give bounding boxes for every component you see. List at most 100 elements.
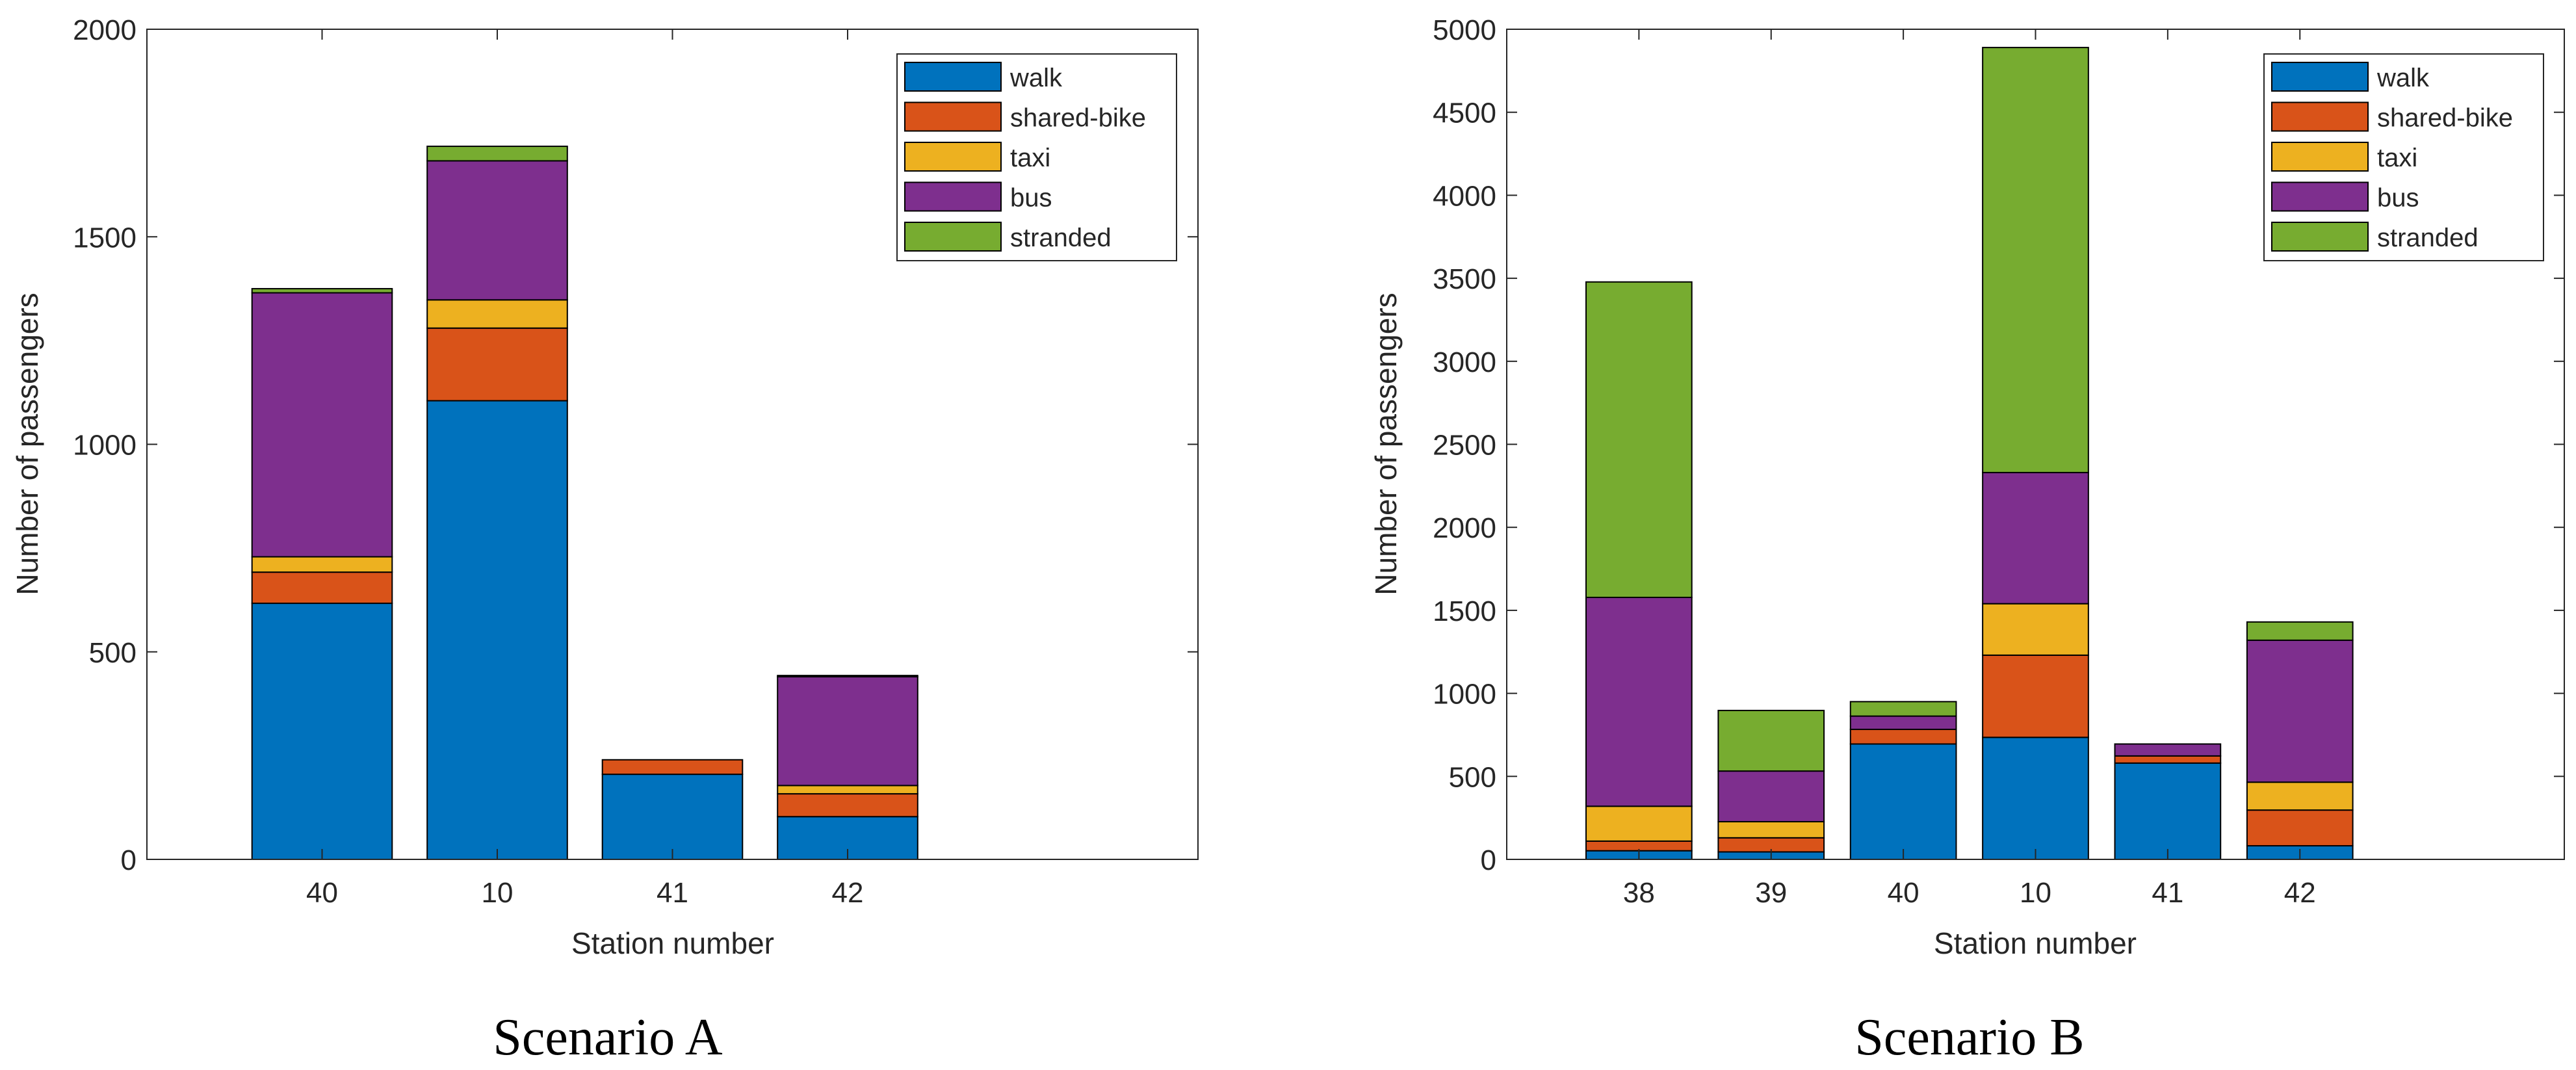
chart-scenario-a: 0 500 1000 1500 2000 40 10 41 42 Station number… xyxy=(10,14,1199,1066)
legend-label-shared-bike: shared-bike xyxy=(2377,104,2513,133)
bar-segments xyxy=(1585,47,2354,861)
y-axis-label: Number of passengers xyxy=(10,293,44,595)
y-axis-label: Number of passengers xyxy=(1369,293,1403,595)
bar-stranded-station-40 xyxy=(251,288,393,294)
y-tick-label: 2500 xyxy=(1433,430,1496,462)
legend-swatch-stranded xyxy=(2271,222,2369,252)
x-tick-label: 41 xyxy=(2152,877,2183,909)
bar-shared-bike-station-42 xyxy=(2246,809,2354,847)
x-axis-label: Station number xyxy=(1934,926,2137,960)
bar-shared-bike-station-10 xyxy=(426,327,568,402)
legend-swatch-shared-bike xyxy=(2271,101,2369,132)
bar-bus-station-40 xyxy=(251,292,393,558)
y-tick-label: 1500 xyxy=(73,222,137,254)
legend-label-taxi: taxi xyxy=(2377,144,2417,172)
x-tick-labels: 38 39 40 10 41 42 xyxy=(1623,877,2316,909)
legend-label-walk: walk xyxy=(1009,64,1063,92)
bar-bus-station-38 xyxy=(1585,596,1693,807)
bar-taxi-station-42 xyxy=(777,785,918,795)
x-tick-label: 40 xyxy=(306,877,338,909)
x-tick-labels: 40 10 41 42 xyxy=(306,877,863,909)
bar-segments xyxy=(251,146,918,861)
bar-bus-station-10 xyxy=(426,160,568,301)
y-tick-labels: 0 500 1000 1500 2000 2500 3000 3500 4000 4500 5000 xyxy=(1433,14,1496,876)
x-tick-label: 10 xyxy=(482,877,514,909)
bar-stranded-station-10 xyxy=(426,146,568,162)
bar-shared-bike-station-42 xyxy=(777,793,918,818)
x-axis-label: Station number xyxy=(571,926,774,960)
y-tick-label: 5000 xyxy=(1433,14,1496,46)
bar-walk-station-10 xyxy=(426,400,568,860)
legend-label-stranded: stranded xyxy=(2377,224,2478,252)
y-tick-label: 4500 xyxy=(1433,98,1496,129)
bar-stranded-station-42 xyxy=(777,675,918,678)
chart-scenario-b: 0 500 1000 1500 2000 2500 3000 3500 4000 4500 5000… xyxy=(1369,14,2565,1066)
legend-swatch-bus xyxy=(2271,181,2369,212)
x-tick-label: 10 xyxy=(2020,877,2051,909)
x-tick-label: 39 xyxy=(1755,877,1787,909)
bar-bus-station-42 xyxy=(777,676,918,787)
bar-shared-bike-station-41 xyxy=(601,759,744,776)
y-tick-label: 1000 xyxy=(73,430,137,462)
legend-label-stranded: stranded xyxy=(1010,224,1112,252)
bar-walk-station-40 xyxy=(251,603,393,860)
y-tick-label: 1500 xyxy=(1433,595,1496,627)
x-tick-label: 42 xyxy=(832,877,864,909)
bar-shared-bike-station-40 xyxy=(251,571,393,605)
legend-swatch-taxi xyxy=(904,142,1002,172)
bar-shared-bike-station-41 xyxy=(2114,755,2222,764)
bar-stranded-station-38 xyxy=(1585,281,1693,598)
x-tick-label: 38 xyxy=(1623,877,1655,909)
x-tick-label: 40 xyxy=(1888,877,1919,909)
legend-label-walk: walk xyxy=(2376,64,2430,92)
legend-swatch-stranded xyxy=(904,222,1002,252)
bar-walk-station-40 xyxy=(1849,743,1957,860)
y-tick-label: 0 xyxy=(1481,844,1496,876)
legend-label-bus: bus xyxy=(2377,184,2419,213)
x-tick-label: 41 xyxy=(657,877,688,909)
bar-taxi-station-39 xyxy=(1717,821,1825,839)
y-tick-label: 0 xyxy=(121,844,137,876)
caption-scenario-a: Scenario A xyxy=(493,1009,722,1066)
y-tick-label: 2000 xyxy=(1433,512,1496,544)
bar-shared-bike-station-40 xyxy=(1849,729,1957,745)
y-tick-label: 2000 xyxy=(73,14,137,46)
bar-stranded-station-10 xyxy=(1982,47,2089,473)
y-tick-label: 1000 xyxy=(1433,679,1496,711)
plot-frame xyxy=(1506,29,2565,860)
bar-walk-station-10 xyxy=(1982,737,2089,860)
legend-label-shared-bike: shared-bike xyxy=(1010,104,1146,133)
legend: walk shared-bike taxi bus stranded xyxy=(2263,53,2544,261)
bar-walk-station-41 xyxy=(2114,762,2222,861)
x-tick-label: 42 xyxy=(2284,877,2316,909)
legend-swatch-walk xyxy=(2271,62,2369,92)
y-tick-label: 3000 xyxy=(1433,346,1496,378)
legend-label-bus: bus xyxy=(1010,184,1052,213)
legend-swatch-taxi xyxy=(2271,142,2369,172)
caption-scenario-b: Scenario B xyxy=(1854,1009,2084,1066)
y-tick-label: 500 xyxy=(1449,761,1496,793)
bar-taxi-station-38 xyxy=(1585,805,1693,842)
y-tick-labels: 0 500 1000 1500 2000 xyxy=(73,14,137,876)
bar-bus-station-41 xyxy=(2114,743,2222,757)
bar-bus-station-10 xyxy=(1982,471,2089,605)
bar-bus-station-42 xyxy=(2246,639,2354,783)
plot-frame xyxy=(146,29,1199,860)
bar-stranded-station-39 xyxy=(1717,709,1825,772)
bar-bus-station-39 xyxy=(1717,770,1825,823)
bar-taxi-station-10 xyxy=(1982,603,2089,656)
legend-swatch-walk xyxy=(904,62,1002,92)
y-tick-label: 3500 xyxy=(1433,263,1496,295)
y-tick-label: 4000 xyxy=(1433,180,1496,212)
bar-taxi-station-10 xyxy=(426,299,568,329)
bar-shared-bike-station-10 xyxy=(1982,654,2089,738)
bar-stranded-station-42 xyxy=(2246,621,2354,641)
bar-stranded-station-40 xyxy=(1849,701,1957,717)
y-tick-label: 500 xyxy=(89,637,137,669)
bar-taxi-station-42 xyxy=(2246,781,2354,811)
bar-taxi-station-40 xyxy=(251,556,393,573)
bar-walk-station-41 xyxy=(601,774,744,861)
legend-label-taxi: taxi xyxy=(1010,144,1050,172)
legend: walk shared-bike taxi bus stranded xyxy=(896,53,1177,261)
